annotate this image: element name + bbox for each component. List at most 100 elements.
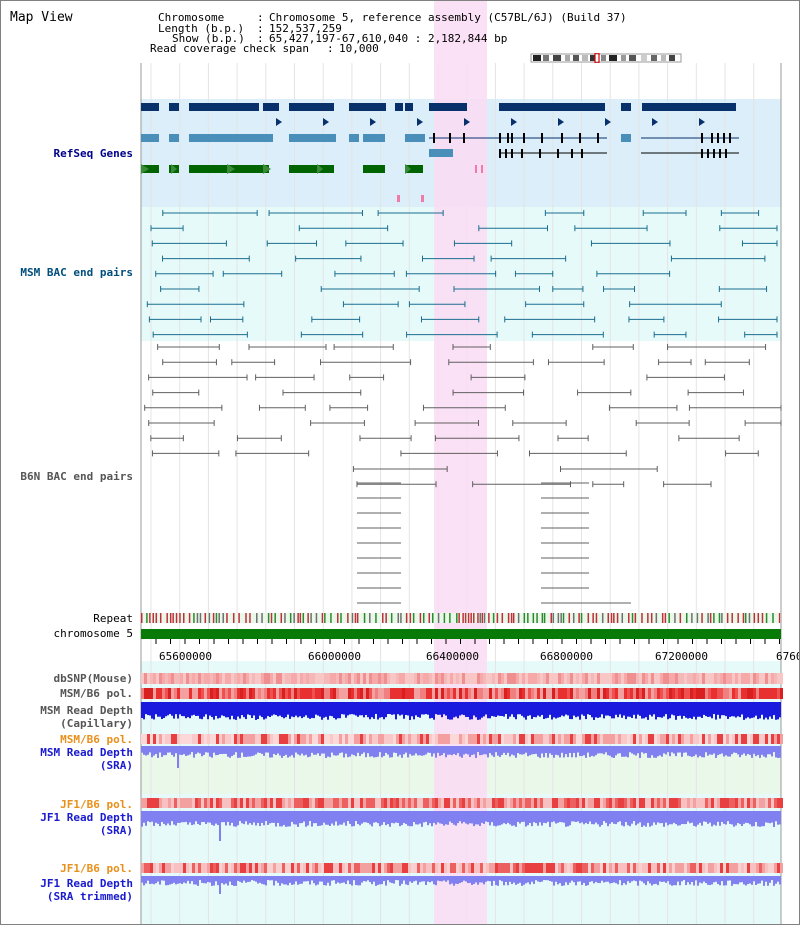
track-label-refseq[interactable]: RefSeq Genes	[53, 147, 133, 160]
heatmap-cell	[171, 798, 174, 808]
read-depth-bar	[677, 702, 679, 717]
heatmap-cell	[546, 673, 549, 684]
read-coverage-value: 10,000	[339, 42, 379, 55]
read-depth-bar	[715, 876, 717, 882]
read-depth-bar	[285, 876, 287, 885]
heatmap-cell	[264, 863, 267, 873]
read-depth-bar	[581, 702, 583, 715]
heatmap-cell	[678, 798, 681, 808]
repeat-element	[655, 613, 658, 623]
heatmap-cell	[165, 863, 168, 873]
repeat-element	[354, 613, 357, 623]
read-depth-bar	[517, 702, 519, 715]
heatmap-cell	[231, 734, 234, 744]
label-line-2: (SRA)	[99, 759, 133, 772]
repeat-element	[641, 613, 643, 623]
read-depth-bar	[415, 702, 417, 716]
heatmap-cell	[456, 734, 459, 744]
read-depth-bar	[689, 746, 691, 757]
heatmap-cell	[681, 673, 684, 684]
heatmap-cell	[780, 734, 783, 744]
heatmap-cell	[759, 688, 762, 699]
read-depth-bar	[731, 746, 733, 755]
repeat-element	[737, 613, 739, 623]
heatmap-cell	[570, 863, 573, 873]
track-label-jf1-depth-sra[interactable]: JF1 Read Depth (SRA)	[40, 811, 133, 837]
heatmap-cell	[390, 673, 393, 684]
read-depth-bar	[411, 746, 413, 756]
read-depth-bar	[359, 746, 361, 757]
track-label-jf1-pol[interactable]: JF1/B6 pol.	[60, 798, 133, 811]
read-depth-bar	[681, 876, 683, 882]
read-depth-bar	[681, 746, 683, 757]
track-label-b6n-bac[interactable]: B6N BAC end pairs	[20, 470, 133, 483]
track-label-msm-depth-sra[interactable]: MSM Read Depth (SRA)	[40, 746, 133, 772]
read-depth-bar	[469, 811, 471, 824]
heatmap-cell	[228, 734, 231, 744]
track-label-dbsnp[interactable]: dbSNP(Mouse)	[53, 672, 133, 685]
heatmap-cell	[165, 798, 168, 808]
read-depth-bar	[565, 746, 567, 755]
heatmap-cell	[249, 688, 252, 699]
read-depth-bar	[711, 876, 713, 885]
heatmap-cell	[540, 673, 543, 684]
read-depth-bar	[699, 811, 701, 823]
track-label-repeat[interactable]: Repeat	[93, 612, 133, 625]
read-depth-bar	[505, 746, 507, 755]
read-depth-bar	[217, 811, 219, 826]
read-depth-bar	[365, 746, 367, 758]
read-depth-bar	[729, 746, 731, 757]
read-depth-bar	[423, 811, 425, 823]
read-depth-bar	[393, 811, 395, 824]
repeat-element	[713, 613, 715, 623]
heatmap-cell	[366, 798, 369, 808]
read-depth-bar	[751, 811, 753, 827]
heatmap-cell	[681, 798, 684, 808]
read-depth-bar	[545, 702, 547, 719]
heatmap-cell	[330, 863, 333, 873]
read-depth-bar	[761, 702, 763, 715]
read-depth-bar	[381, 746, 383, 758]
read-depth-bar	[635, 746, 637, 756]
heatmap-cell	[270, 688, 273, 699]
read-depth-bar	[265, 876, 267, 886]
read-depth-bar	[525, 811, 527, 827]
read-depth-bar	[555, 702, 557, 719]
repeat-element	[289, 613, 292, 623]
read-depth-bar	[345, 811, 347, 826]
read-depth-bar	[661, 876, 663, 882]
heatmap-cell	[276, 863, 279, 873]
heatmap-cell	[627, 688, 630, 699]
heatmap-cell	[726, 734, 729, 744]
chromosome-ideogram[interactable]	[529, 53, 683, 63]
read-depth-bar	[579, 876, 581, 882]
read-depth-bar	[159, 876, 161, 885]
heatmap-cell	[423, 863, 426, 873]
read-depth-bar	[515, 876, 517, 885]
track-label-jf1-depth-trim[interactable]: JF1 Read Depth (SRA trimmed)	[40, 877, 133, 903]
heatmap-cell	[180, 688, 183, 699]
read-depth-bar	[499, 876, 501, 881]
read-depth-bar	[303, 746, 305, 756]
heatmap-cell	[165, 673, 168, 684]
read-depth-bar	[185, 876, 187, 884]
read-depth-bar	[375, 811, 377, 823]
repeat-element	[696, 613, 699, 623]
track-label-msm-bac[interactable]: MSM BAC end pairs	[20, 266, 133, 279]
read-depth-bar	[523, 702, 525, 718]
repeat-element	[464, 613, 467, 623]
track-label-msm-pol-2[interactable]: MSM/B6 pol.	[60, 733, 133, 746]
heatmap-cell	[315, 798, 318, 808]
track-label-msm-depth-cap[interactable]: MSM Read Depth (Capillary)	[40, 704, 133, 730]
track-label-jf1-pol-2[interactable]: JF1/B6 pol.	[60, 862, 133, 875]
read-depth-bar	[763, 746, 765, 757]
heatmap-cell	[438, 673, 441, 684]
heatmap-cell	[324, 688, 327, 699]
heatmap-cell	[144, 673, 147, 684]
heatmap-cell	[441, 688, 444, 699]
gene-arrow	[263, 164, 271, 174]
repeat-element	[324, 613, 326, 623]
track-label-msm-pol[interactable]: MSM/B6 pol.	[60, 687, 133, 700]
read-depth-bar	[665, 876, 667, 883]
